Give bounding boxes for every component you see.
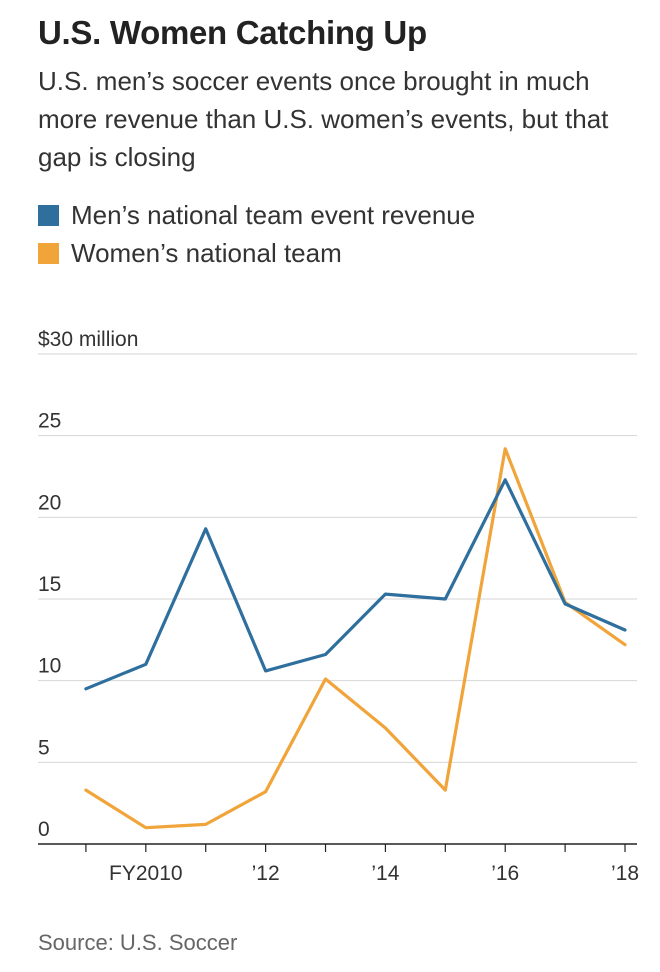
y-tick-label-30: $30 million: [38, 328, 138, 351]
y-axis-tick-labels: 0 5 10 15 20 25 $30 million: [38, 328, 138, 841]
x-tick-label-2012: ’12: [252, 862, 280, 885]
line-chart: 0 5 10 15 20 25 $30 million FY2010 ’12 ’14 ’16 ’18: [38, 328, 639, 885]
y-tick-label-10: 10: [38, 655, 61, 678]
x-tick-label-2014: ’14: [371, 862, 399, 885]
legend-swatch-women: [38, 242, 59, 264]
y-tick-label-15: 15: [38, 573, 61, 596]
chart-title: U.S. Women Catching Up: [38, 14, 427, 51]
legend-item-women: Women’s national team: [38, 234, 475, 272]
series-line-men: [84, 478, 627, 691]
legend-item-men: Men’s national team event revenue: [38, 196, 475, 234]
gridlines: [38, 353, 637, 763]
source-note: Source: U.S. Soccer: [38, 930, 238, 955]
x-axis: FY2010 ’12 ’14 ’16 ’18: [38, 843, 639, 885]
x-tick-label-2010: FY2010: [109, 862, 183, 885]
y-tick-label-0: 0: [38, 818, 50, 841]
x-tick-label-2018: ’18: [611, 862, 639, 885]
series-lines: [84, 447, 627, 830]
y-tick-label-25: 25: [38, 410, 61, 433]
series-line-women: [84, 447, 627, 830]
x-tick-label-2016: ’16: [491, 862, 519, 885]
y-tick-label-5: 5: [38, 736, 50, 759]
legend-label-men: Men’s national team event revenue: [71, 199, 476, 230]
legend-label-women: Women’s national team: [71, 237, 342, 268]
legend: Men’s national team event revenue Women’…: [38, 196, 475, 272]
chart-subtitle: U.S. men’s soccer events once brought in…: [38, 66, 609, 172]
y-tick-label-20: 20: [38, 491, 61, 514]
legend-swatch-men: [38, 204, 59, 226]
